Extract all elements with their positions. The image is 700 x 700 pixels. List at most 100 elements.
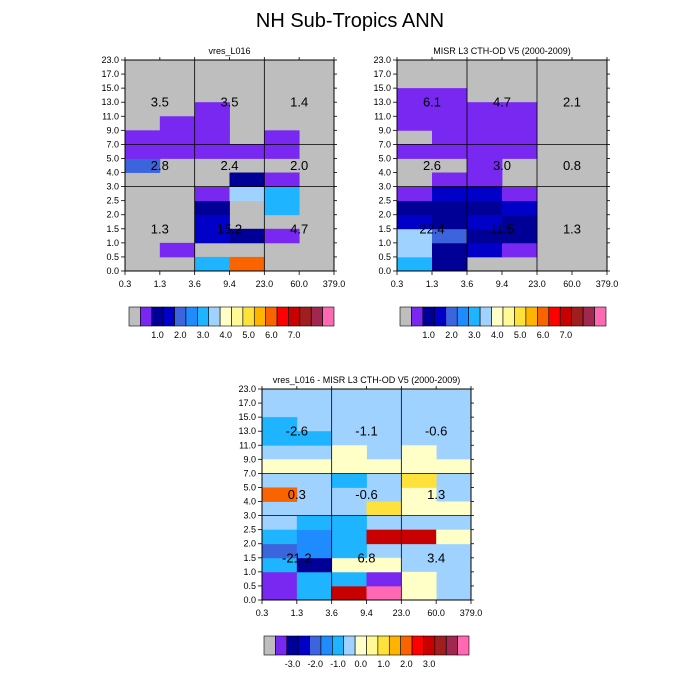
x-tick-label: 379.0 [596, 279, 619, 289]
group-value-label: 2.8 [151, 158, 169, 173]
y-tick-label: 9.0 [243, 454, 256, 464]
x-tick-label: 1.3 [154, 279, 167, 289]
colorbar-label: 6.0 [537, 330, 550, 340]
heatmap-cell [331, 585, 367, 601]
group-value-label: -21.2 [282, 550, 312, 565]
group-value-label: 11.5 [490, 221, 514, 236]
heatmap-cell [262, 459, 298, 474]
heatmap-cell [264, 144, 300, 159]
group-value-label: 2.1 [563, 95, 581, 110]
y-tick-label: 11.0 [374, 111, 391, 121]
colorbar-label: 4.0 [491, 330, 504, 340]
y-tick-label: 23.0 [373, 55, 391, 65]
chart-title: vres_L016 - MISR L3 CTH-OD V5 (2000-2009… [273, 375, 461, 385]
colorbar-label: 6.0 [265, 330, 278, 340]
heatmap-cell [264, 172, 300, 187]
heatmap-cell [397, 256, 433, 272]
heatmap-cell [125, 144, 161, 159]
colorbar-label: 7.0 [288, 330, 301, 340]
heatmap-cell [159, 116, 196, 131]
y-tick-label: 2.5 [106, 196, 119, 206]
colorbar-swatch [388, 635, 401, 656]
heatmap-cell [502, 214, 538, 230]
heatmap-cell [366, 585, 402, 601]
heatmap-cell [432, 130, 468, 145]
chart-title: vres_L016 [208, 46, 250, 56]
y-tick-label: 4.0 [378, 168, 391, 178]
heatmap-cell [229, 256, 265, 272]
y-tick-label: 13.0 [238, 426, 256, 436]
heatmap-cell [401, 529, 437, 545]
heatmap-cell [194, 228, 230, 244]
heatmap-cell [467, 130, 503, 145]
heatmap-cell [262, 487, 298, 502]
colorbar-swatch [434, 635, 447, 656]
heatmap-cell [502, 200, 538, 216]
heatmap-cell [397, 200, 433, 216]
heatmap-cell [436, 459, 472, 474]
colorbar-label: 4.0 [220, 330, 233, 340]
y-tick-label: 9.0 [378, 125, 391, 135]
heatmap-cell [296, 543, 333, 559]
heatmap-cell [401, 473, 437, 488]
heatmap-cell [467, 214, 503, 230]
group-value-label: 2.0 [290, 158, 308, 173]
x-tick-label: 1.3 [426, 279, 439, 289]
group-value-label: 3.4 [427, 550, 445, 565]
colorbar-label: -3.0 [285, 659, 301, 669]
heatmap-cell [366, 501, 402, 516]
group-value-label: 2.6 [423, 158, 441, 173]
heatmap-cell [397, 116, 433, 131]
y-tick-label: 11.0 [102, 111, 119, 121]
heatmap-cell [194, 186, 230, 202]
heatmap-cell [125, 130, 161, 145]
y-tick-label: 4.0 [243, 497, 256, 507]
group-value-label: 15.2 [217, 221, 242, 236]
group-value-label: -1.1 [355, 424, 377, 439]
heatmap-cell [229, 172, 265, 187]
group-value-label: 3.5 [220, 95, 238, 110]
y-tick-label: 1.0 [243, 567, 256, 577]
colorbar-label: 2.0 [174, 330, 187, 340]
heatmap-cell [264, 186, 300, 202]
heatmap-cell [397, 144, 433, 159]
y-tick-label: 3.0 [106, 182, 119, 192]
y-tick-label: 7.0 [243, 468, 256, 478]
y-tick-label: 0.0 [106, 266, 119, 276]
heatmap-cell [296, 585, 333, 601]
heatmap-cell [331, 571, 367, 587]
group-value-label: 0.3 [288, 487, 306, 502]
colorbar-label: 5.0 [242, 330, 255, 340]
heatmap-cell [159, 242, 196, 258]
y-tick-label: 23.0 [101, 55, 119, 65]
heatmap-cell [296, 459, 333, 474]
colorbar-swatch [263, 635, 276, 656]
heatmap-cell [194, 130, 230, 145]
heatmap-cell [366, 571, 402, 587]
heatmap-cell [401, 501, 437, 516]
colorbar-swatch [423, 635, 436, 656]
y-tick-label: 2.0 [243, 539, 256, 549]
heatmap-cell [467, 200, 503, 216]
heatmap-cell [467, 186, 503, 202]
heatmap-cell [467, 144, 503, 159]
colorbar-swatch [275, 635, 288, 656]
heatmap-cell [401, 571, 437, 587]
colorbar-label: 1.0 [151, 330, 164, 340]
heatmap-cell [159, 144, 196, 159]
y-tick-label: 0.0 [378, 266, 391, 276]
heatmap-cell [467, 228, 503, 244]
y-tick-label: 9.0 [106, 125, 119, 135]
y-tick-label: 15.0 [101, 83, 119, 93]
group-value-label: 22.4 [419, 221, 444, 236]
colorbar-label: 3.0 [197, 330, 210, 340]
heatmap-cell [502, 144, 538, 159]
heatmap-cell [397, 88, 433, 103]
heatmap-cell [331, 529, 367, 545]
y-tick-label: 0.0 [243, 595, 256, 605]
heatmap-cell [467, 116, 503, 131]
x-tick-label: 23.0 [528, 279, 546, 289]
colorbar-label: 0.0 [355, 659, 368, 669]
heatmap-cell [432, 214, 468, 230]
